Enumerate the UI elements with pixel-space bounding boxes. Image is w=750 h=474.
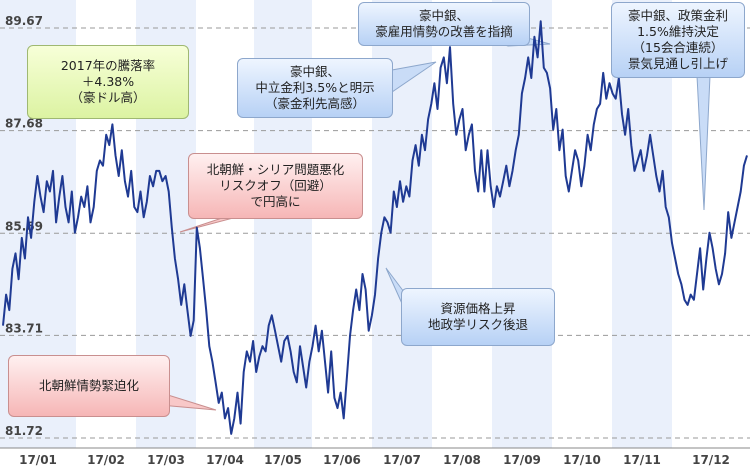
month-band [492,0,552,448]
annotation-rba-neutral: 豪中銀、 中立金利3.5%と明示 （豪金利先高感） [237,58,393,118]
pointer-rba-hold [696,75,711,211]
annotation-resources: 資源価格上昇 地政学リスク後退 [401,288,555,346]
x-tick-label: 17/12 [692,453,730,467]
annotation-rba-employment: 豪中銀、 豪雇用情勢の改善を指摘 [358,2,530,46]
x-tick-label: 17/08 [443,453,481,467]
x-axis: 17/01 17/02 17/03 17/04 17/05 17/06 17/07 17/08… [0,447,750,467]
y-tick-label: 81.72 [5,424,43,438]
x-tick-label: 17/05 [264,453,302,467]
y-axis: 81.72 83.71 85.69 87.68 89.67 [5,14,43,438]
annotation-nk-tension: 北朝鮮情勢緊迫化 [8,355,170,417]
annotation-nk-syria: 北朝鮮・シリア問題悪化 リスクオフ（回避） で円高に [188,153,363,219]
y-tick-label: 89.67 [5,14,43,28]
annotation-ytd-2017: 2017年の騰落率 ＋4.38% （豪ドル高） [27,45,189,119]
y-tick-label: 85.69 [5,219,43,233]
x-tick-label: 17/07 [383,453,421,467]
x-tick-label: 17/06 [323,453,361,467]
x-tick-label: 17/09 [503,453,541,467]
x-tick-label: 17/03 [147,453,185,467]
x-tick-label: 17/11 [623,453,661,467]
series-line [2,20,748,435]
annotation-rba-hold: 豪中銀、政策金利 1.5%維持決定 （15会合連続） 景気見通し引上げ [611,2,745,78]
x-tick-label: 17/02 [87,453,125,467]
y-tick-label: 87.68 [5,117,43,131]
x-tick-label: 17/01 [19,453,57,467]
x-tick-label: 17/04 [206,453,244,467]
y-tick-label: 83.71 [5,321,43,335]
x-tick-label: 17/10 [563,453,601,467]
